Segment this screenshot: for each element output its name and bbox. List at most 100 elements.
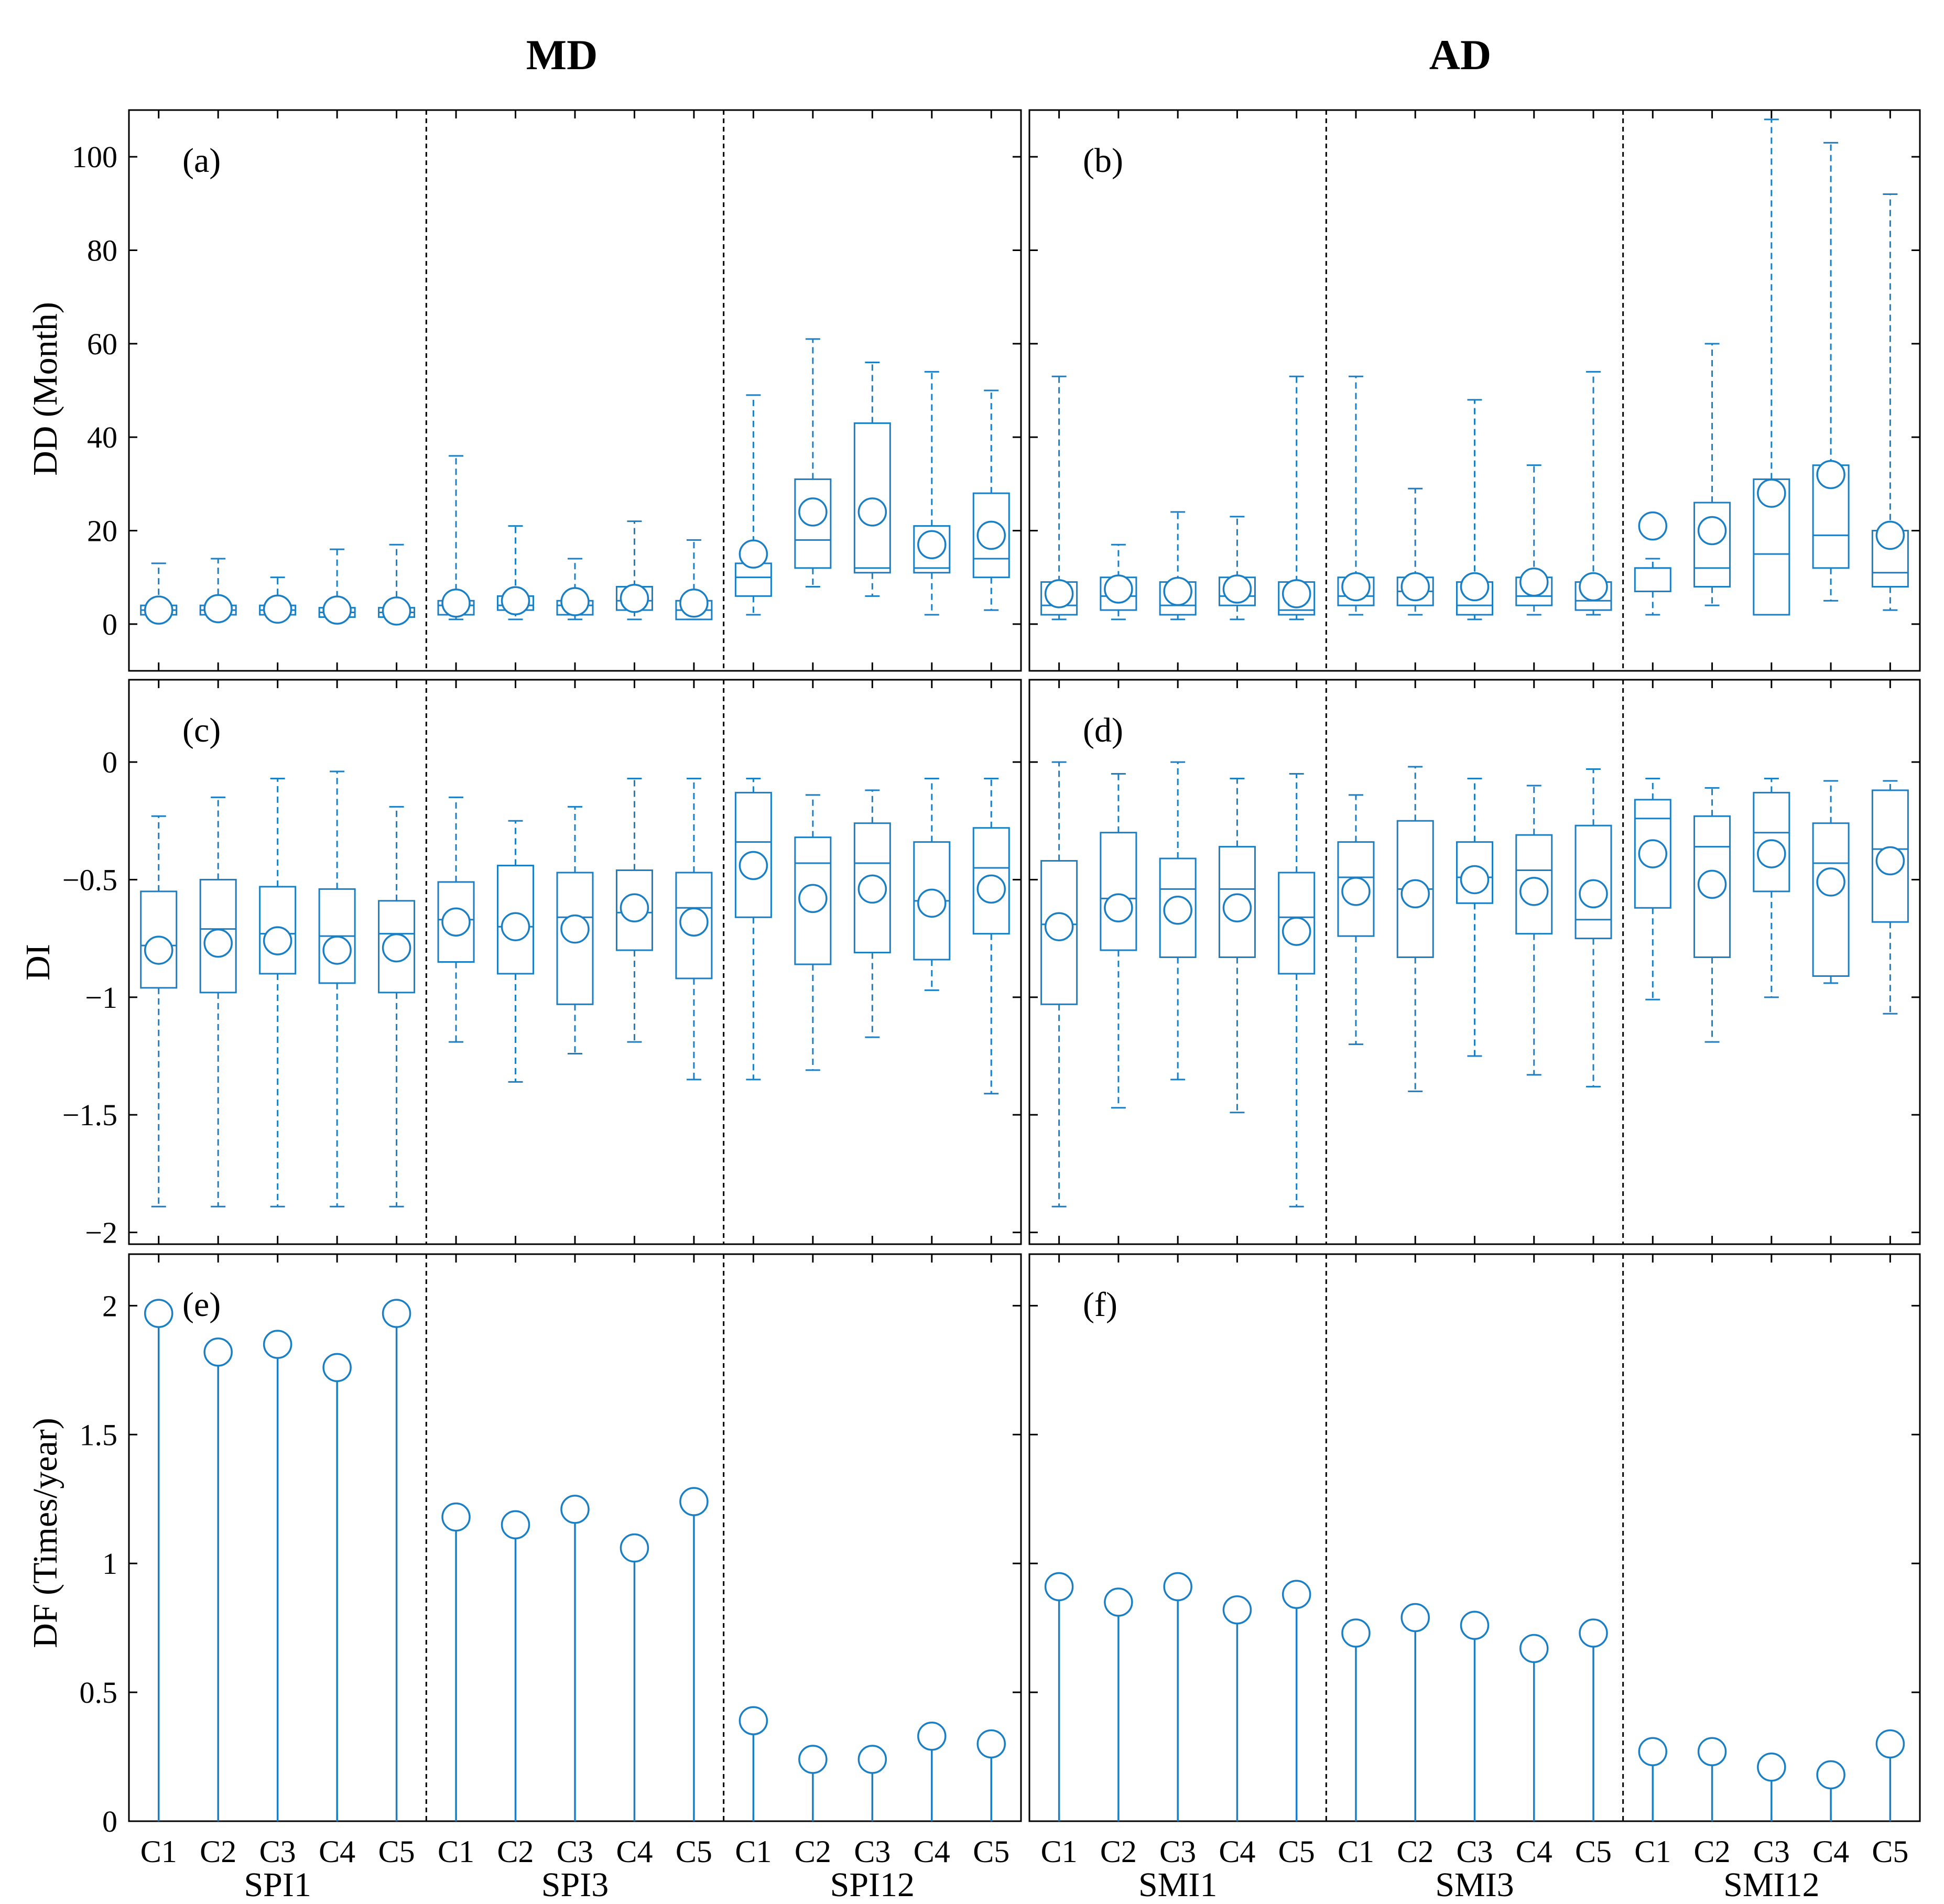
iqr-box bbox=[1574, 824, 1612, 940]
box-c5 bbox=[1871, 780, 1909, 1015]
stem-marker bbox=[263, 1330, 292, 1359]
iqr-box bbox=[1218, 846, 1256, 959]
mean-marker bbox=[1519, 567, 1549, 597]
stem-c1 bbox=[1044, 1572, 1074, 1821]
box-c2 bbox=[1100, 773, 1137, 1109]
mean-marker bbox=[738, 851, 768, 880]
stem-marker bbox=[382, 1299, 411, 1328]
mean-marker bbox=[1875, 846, 1905, 876]
mean-marker bbox=[738, 539, 768, 569]
panel-label: (e) bbox=[182, 1286, 221, 1324]
mean-marker bbox=[1519, 877, 1549, 906]
y-tick-label: 20 bbox=[87, 514, 117, 548]
x-tick-label: C3 bbox=[1159, 1834, 1196, 1869]
stem-c4 bbox=[1222, 1595, 1252, 1821]
box-c4 bbox=[615, 520, 653, 621]
box-c2 bbox=[199, 796, 237, 1207]
group-label: SMI3 bbox=[1435, 1866, 1514, 1904]
iqr-box bbox=[675, 872, 713, 980]
iqr-box bbox=[1753, 791, 1790, 893]
mean-marker bbox=[1281, 917, 1311, 946]
box-c2 bbox=[497, 820, 535, 1083]
stem-c3 bbox=[857, 1745, 887, 1821]
box-c3 bbox=[853, 362, 891, 597]
iqr-box bbox=[259, 886, 297, 975]
column-title-md: MD bbox=[526, 31, 598, 79]
mean-marker bbox=[263, 594, 292, 624]
box-c1 bbox=[734, 394, 772, 616]
x-tick-label: C2 bbox=[1694, 1834, 1731, 1869]
iqr-box bbox=[1159, 857, 1197, 959]
y-tick-label: 0 bbox=[102, 745, 117, 779]
box-c5 bbox=[1574, 371, 1612, 616]
mean-marker bbox=[144, 595, 173, 625]
box-c4 bbox=[1218, 777, 1256, 1114]
x-tick-label: C2 bbox=[1100, 1834, 1137, 1869]
stem-c2 bbox=[203, 1337, 233, 1821]
x-tick-label: C4 bbox=[319, 1834, 355, 1869]
ylabel-dd: DD (Month) bbox=[26, 302, 64, 476]
panel-d: (d) bbox=[1028, 679, 1921, 1245]
stem-c4 bbox=[917, 1721, 947, 1821]
mean-marker bbox=[1163, 576, 1192, 606]
iqr-box bbox=[913, 525, 951, 574]
stem-marker bbox=[1579, 1618, 1608, 1648]
x-tick-label: C1 bbox=[1041, 1834, 1078, 1869]
mean-marker bbox=[382, 933, 411, 963]
mean-marker bbox=[1400, 572, 1430, 602]
panels: 0 20 40 60 80 100 (a) (b) −2 −1.5 −1 −0.5 0 (c) (d) 0 0.… bbox=[62, 109, 1921, 1904]
box-c3 bbox=[1753, 777, 1790, 998]
box-c2 bbox=[1396, 487, 1434, 616]
iqr-box bbox=[1278, 872, 1316, 975]
mean-marker bbox=[857, 497, 887, 527]
mean-marker bbox=[976, 874, 1006, 904]
y-tick-label: 1.5 bbox=[80, 1418, 118, 1452]
mean-marker bbox=[1757, 839, 1786, 868]
box-c4 bbox=[1218, 516, 1256, 621]
iqr-box bbox=[1871, 789, 1909, 923]
y-tick-label: −1 bbox=[85, 981, 117, 1015]
stem-marker bbox=[560, 1495, 590, 1524]
x-tick-label: C5 bbox=[676, 1834, 712, 1869]
plot-frame bbox=[1028, 679, 1921, 1245]
iqr-box bbox=[556, 872, 594, 1005]
mean-marker bbox=[798, 497, 828, 527]
iqr-box bbox=[1456, 841, 1493, 904]
stem-c5 bbox=[1281, 1580, 1311, 1821]
box-c1 bbox=[437, 455, 475, 621]
mean-marker bbox=[1104, 893, 1133, 923]
box-c1 bbox=[734, 777, 772, 1081]
stem-c2 bbox=[798, 1745, 828, 1821]
y-tick-label: 0 bbox=[102, 1804, 117, 1838]
stem-c3 bbox=[1163, 1572, 1192, 1821]
mean-marker bbox=[679, 588, 709, 618]
mean-marker bbox=[917, 888, 947, 918]
y-tick-label: 0 bbox=[102, 607, 117, 641]
stem-marker bbox=[798, 1745, 828, 1774]
stem-marker bbox=[1697, 1737, 1727, 1766]
stem-marker bbox=[976, 1729, 1006, 1759]
box-c1 bbox=[1337, 794, 1375, 1046]
box-c1 bbox=[1634, 777, 1671, 1000]
stem-marker bbox=[1816, 1760, 1845, 1790]
x-tick-label: C5 bbox=[378, 1834, 415, 1869]
box-c3 bbox=[1159, 761, 1197, 1081]
mean-marker bbox=[441, 588, 471, 618]
mean-marker bbox=[1281, 579, 1311, 608]
box-c2 bbox=[1693, 787, 1731, 1043]
iqr-box bbox=[794, 478, 832, 569]
stem-marker bbox=[1104, 1587, 1133, 1617]
iqr-box bbox=[497, 865, 535, 975]
mean-marker bbox=[144, 935, 173, 965]
mean-marker bbox=[1757, 478, 1786, 508]
box-c4 bbox=[318, 548, 356, 625]
box-c2 bbox=[794, 794, 832, 1071]
box-c1 bbox=[1040, 761, 1078, 1207]
mean-marker bbox=[1341, 877, 1371, 906]
stem-c5 bbox=[679, 1487, 709, 1821]
box-c1 bbox=[1634, 511, 1671, 616]
iqr-box bbox=[378, 900, 416, 994]
stem-marker bbox=[1757, 1752, 1786, 1782]
iqr-box bbox=[734, 791, 772, 918]
iqr-box bbox=[1515, 834, 1553, 935]
